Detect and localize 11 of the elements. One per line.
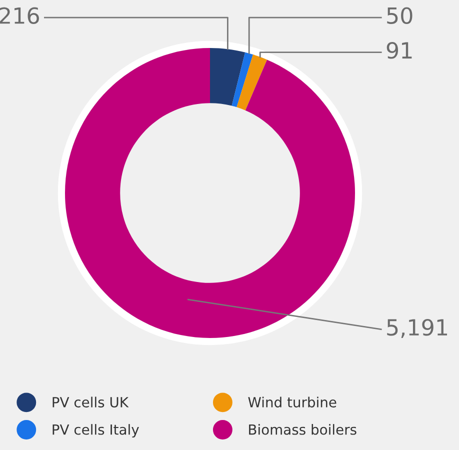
data-label: 91 [386,42,412,59]
data-label: 50 [387,7,412,24]
donut-slice [232,52,254,108]
legend-label: PV cells Italy [52,424,139,438]
legend-label: Biomass boilers [249,424,356,435]
legend-label: PV cells UK [52,396,129,408]
donut-slice [236,54,268,110]
donut-slice [210,48,246,106]
data-label: 216 [0,7,39,24]
legend-label: Wind turbine [248,396,336,408]
data-label: 5,191 [387,318,448,338]
